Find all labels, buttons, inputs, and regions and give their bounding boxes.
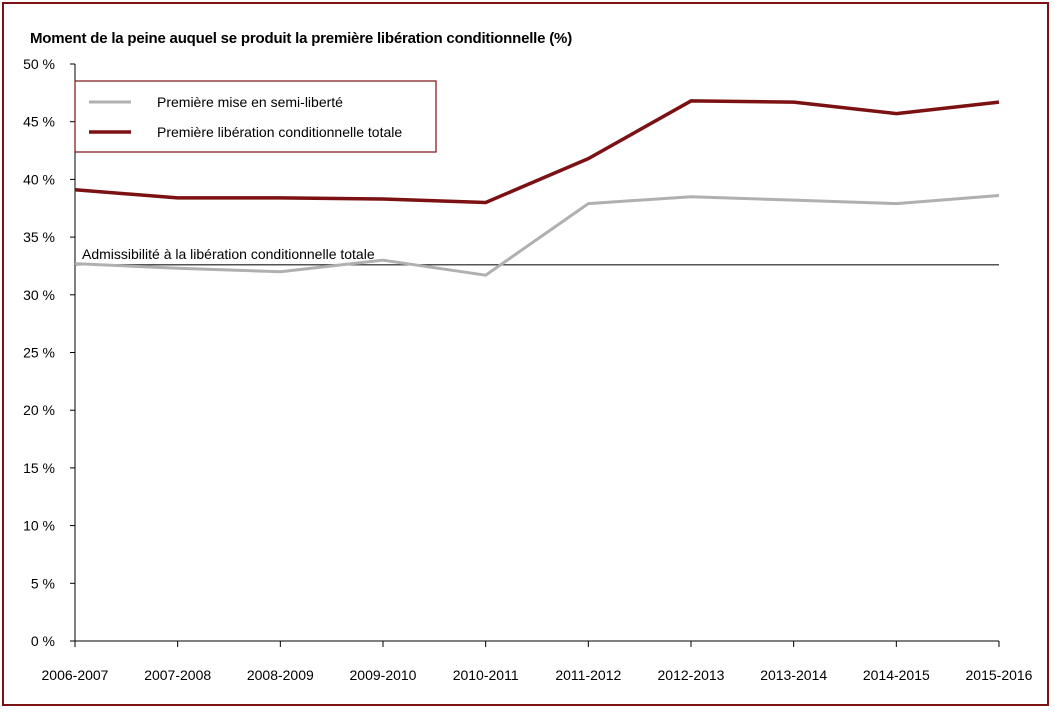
x-tick-label: 2012-2013	[658, 667, 725, 683]
legend: Première mise en semi-liberté Première li…	[74, 80, 437, 153]
series-line-liberation-totale	[74, 99, 1000, 205]
y-axis-ticks: 0 % 5 % 10 % 15 % 20 % 25 % 30 % 35 % 40 % 45 % 50…	[23, 56, 75, 649]
y-tick-label: 30 %	[23, 287, 55, 303]
x-tick-label: 2007-2008	[144, 667, 211, 683]
series-line-semi-liberte	[74, 194, 1000, 277]
x-tick-label: 2014-2015	[863, 667, 930, 683]
legend-label: Première mise en semi-liberté	[157, 94, 343, 110]
y-tick-label: 50 %	[23, 56, 55, 72]
y-tick-label: 45 %	[23, 114, 55, 130]
x-tick-label: 2009-2010	[350, 667, 417, 683]
series-group	[74, 99, 1000, 277]
y-tick-label: 35 %	[23, 229, 55, 245]
y-tick-label: 40 %	[23, 171, 55, 187]
y-tick-label: 20 %	[23, 402, 55, 418]
x-tick-label: 2006-2007	[42, 667, 109, 683]
y-tick-label: 0 %	[31, 633, 55, 649]
x-tick-label: 2010-2011	[453, 667, 519, 683]
reference-line-label: Admissibilité à la libération conditionn…	[82, 246, 375, 262]
legend-label: Première libération conditionnelle total…	[157, 124, 402, 140]
x-tick-label: 2008-2009	[247, 667, 314, 683]
reference-line-group: Admissibilité à la libération conditionn…	[75, 246, 999, 266]
y-tick-label: 10 %	[23, 518, 55, 534]
x-tick-label: 2013-2014	[760, 667, 827, 683]
y-tick-label: 15 %	[23, 460, 55, 476]
y-tick-label: 5 %	[31, 575, 55, 591]
x-axis-ticks: 2006-2007 2007-2008 2008-2009 2009-2010 2010…	[42, 641, 1033, 683]
legend-box	[74, 80, 437, 153]
x-tick-label: 2011-2012	[555, 667, 621, 683]
x-tick-label: 2015-2016	[966, 667, 1033, 683]
chart-title: Moment de la peine auquel se produit la …	[30, 30, 572, 47]
y-tick-label: 25 %	[23, 345, 55, 361]
